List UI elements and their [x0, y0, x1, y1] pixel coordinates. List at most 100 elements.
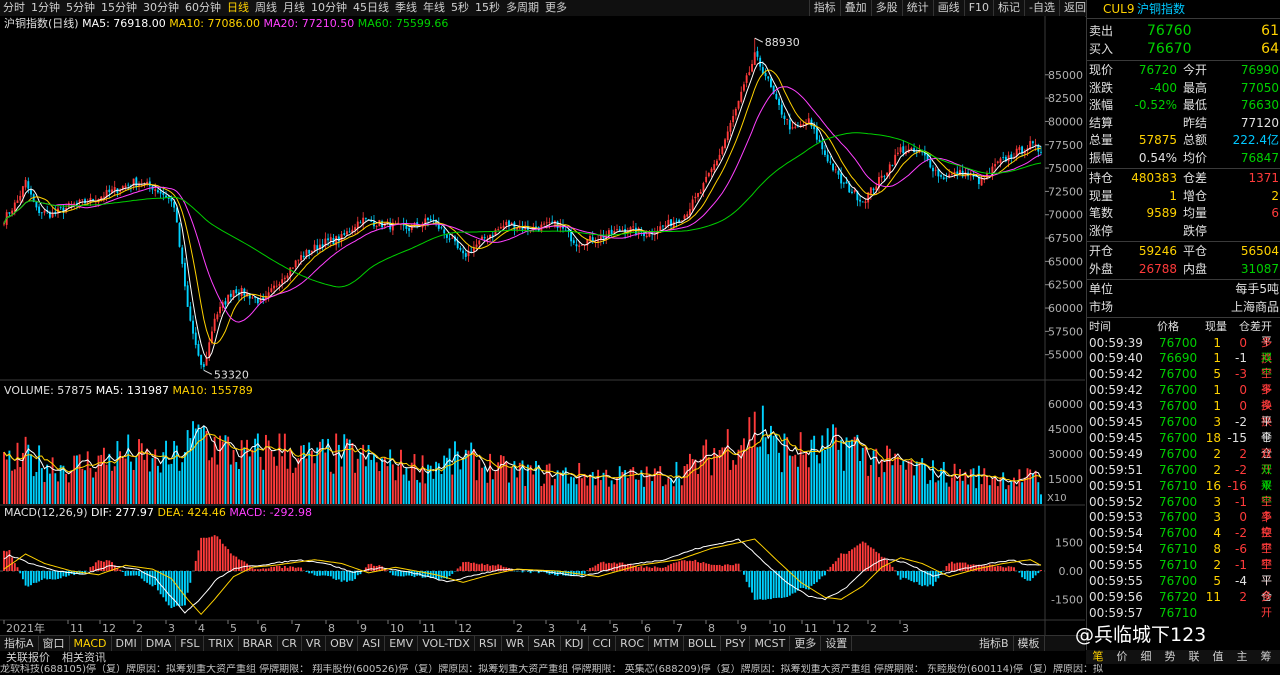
- candle-body: [937, 169, 940, 177]
- indicator-tab[interactable]: 更多: [790, 636, 822, 651]
- period-tab[interactable]: 年线: [423, 1, 445, 14]
- kline-chart[interactable]: 85000 82500 80000 77500 75000 72500 70000 67500…: [0, 16, 1085, 635]
- period-tab[interactable]: 多周期: [506, 1, 539, 14]
- candle-body: [232, 290, 235, 298]
- indicator-tab[interactable]: CR: [278, 636, 302, 651]
- toolbar-button[interactable]: 返回: [1059, 0, 1090, 16]
- period-tab[interactable]: 日线: [227, 1, 249, 14]
- indicator-tab-right[interactable]: 指标B: [975, 636, 1014, 651]
- indicator-tab[interactable]: ROC: [616, 636, 650, 651]
- toolbar-button[interactable]: 画线: [932, 0, 964, 16]
- candle-body: [548, 222, 551, 223]
- info-tab[interactable]: 相关资讯: [62, 651, 106, 664]
- volume-bar: [737, 449, 740, 504]
- info-tab[interactable]: 关联报价: [6, 651, 50, 664]
- period-tab[interactable]: 5秒: [451, 1, 469, 14]
- period-tab[interactable]: 更多: [545, 1, 567, 14]
- indicator-tab[interactable]: OBV: [326, 636, 359, 651]
- indicator-tab[interactable]: FSL: [176, 636, 205, 651]
- indicator-tab[interactable]: PSY: [721, 636, 751, 651]
- indicator-tab[interactable]: TRIX: [204, 636, 239, 651]
- period-tab[interactable]: 60分钟: [185, 1, 221, 14]
- indicator-tab[interactable]: ASI: [358, 636, 386, 651]
- indicator-tab[interactable]: 窗口: [39, 636, 70, 651]
- volume-bar: [535, 460, 537, 504]
- period-tab[interactable]: 15秒: [475, 1, 500, 14]
- candle-body: [302, 255, 305, 258]
- volume-bar: [197, 424, 200, 504]
- volume-bar: [518, 462, 521, 504]
- sidebar-tab[interactable]: 笔: [1092, 650, 1104, 663]
- candle-body: [953, 171, 956, 174]
- candle-body: [1015, 148, 1018, 157]
- candle-body: [165, 195, 167, 198]
- sidebar-tab[interactable]: 值: [1212, 650, 1224, 663]
- indicator-tab[interactable]: CCI: [589, 636, 617, 651]
- volume-bar: [278, 433, 281, 504]
- toolbar-button[interactable]: 多股: [870, 0, 902, 16]
- sidebar-tab[interactable]: 联: [1188, 650, 1200, 663]
- volume-bar: [102, 447, 105, 504]
- indicator-tab[interactable]: RSI: [475, 636, 502, 651]
- volume-bar: [526, 464, 529, 504]
- indicator-tab[interactable]: 指标A: [0, 636, 39, 651]
- candle-body: [732, 116, 735, 123]
- indicator-tab[interactable]: DMI: [112, 636, 142, 651]
- candle-body: [340, 234, 343, 241]
- indicator-tab[interactable]: 设置: [821, 636, 853, 651]
- indicator-tab[interactable]: BRAR: [239, 636, 278, 651]
- toolbar-button[interactable]: F10: [963, 0, 993, 16]
- period-tab[interactable]: 分时: [3, 1, 25, 14]
- trade-time: 00:59:52: [1089, 494, 1143, 509]
- indicator-tab[interactable]: WR: [502, 636, 530, 651]
- volume-ma5: MA5: 131987: [96, 384, 173, 397]
- volume-bar: [945, 482, 948, 504]
- sidebar-tab[interactable]: 主: [1236, 650, 1248, 663]
- sidebar-tab[interactable]: 筹: [1260, 650, 1272, 663]
- sidebar-tab[interactable]: 细: [1140, 650, 1152, 663]
- period-tab[interactable]: 周线: [255, 1, 277, 14]
- chart-area[interactable]: 85000 82500 80000 77500 75000 72500 70000 67500…: [0, 16, 1085, 635]
- indicator-tab[interactable]: DMA: [142, 636, 177, 651]
- period-tab[interactable]: 1分钟: [31, 1, 60, 14]
- indicator-tab[interactable]: KDJ: [561, 636, 589, 651]
- volume-bar: [753, 411, 756, 504]
- period-tab[interactable]: 15分钟: [101, 1, 137, 14]
- period-tab[interactable]: 季线: [395, 1, 417, 14]
- candle-body: [929, 160, 932, 168]
- period-tab[interactable]: 45日线: [353, 1, 389, 14]
- volume-bar: [543, 483, 546, 504]
- toolbar-button[interactable]: 叠加: [839, 0, 871, 16]
- indicator-tab[interactable]: MCST: [750, 636, 791, 651]
- indicator-tab[interactable]: SAR: [529, 636, 561, 651]
- period-tab[interactable]: 5分钟: [66, 1, 95, 14]
- sidebar-tab[interactable]: 价: [1116, 650, 1128, 663]
- indicator-tab[interactable]: VR: [302, 636, 327, 651]
- period-tab[interactable]: 10分钟: [311, 1, 347, 14]
- quote-value: 每手5吨: [1235, 282, 1279, 296]
- sidebar-tab[interactable]: 势: [1164, 650, 1176, 663]
- period-tab[interactable]: 30分钟: [143, 1, 179, 14]
- candle-body: [945, 177, 948, 179]
- toolbar-button[interactable]: 统计: [901, 0, 933, 16]
- toolbar-button[interactable]: -自选: [1024, 0, 1059, 16]
- candle-body: [84, 199, 86, 204]
- indicator-tab[interactable]: EMV: [385, 636, 419, 651]
- volume-bar: [637, 479, 640, 504]
- candle-body: [742, 84, 745, 91]
- toolbar-button[interactable]: 标记: [993, 0, 1024, 16]
- candle-body: [729, 122, 732, 132]
- toolbar-button[interactable]: 指标: [808, 0, 840, 16]
- indicator-tab[interactable]: MACD: [70, 636, 112, 651]
- trade-row: 00:59:56 76720 11 2 多开: [1087, 589, 1280, 619]
- candle-body: [335, 236, 338, 246]
- indicator-tab[interactable]: VOL-TDX: [418, 636, 475, 651]
- indicator-tab-right[interactable]: 模板: [1014, 636, 1045, 651]
- indicator-tab[interactable]: BOLL: [684, 636, 722, 651]
- indicator-tab[interactable]: MTM: [649, 636, 684, 651]
- volume-bar: [100, 454, 103, 504]
- price-axis-label: 77500: [1048, 139, 1083, 152]
- period-tab[interactable]: 月线: [283, 1, 305, 14]
- volume-bar: [959, 469, 961, 504]
- candle-body: [1031, 141, 1034, 144]
